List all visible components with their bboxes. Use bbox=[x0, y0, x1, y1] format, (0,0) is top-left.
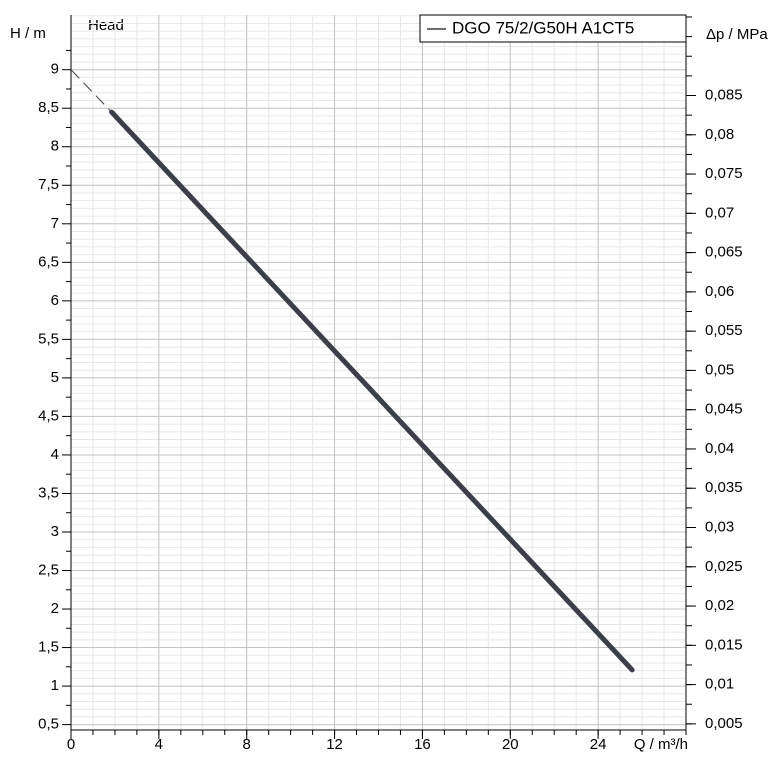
legend-label: DGO 75/2/G50H A1CT5 bbox=[452, 18, 634, 37]
y-tick-label: 6,5 bbox=[38, 253, 59, 270]
y-axis-label: H / m bbox=[10, 25, 46, 42]
series-line-extrapolated bbox=[70, 69, 112, 113]
y-tick-label: 0,5 bbox=[38, 716, 59, 733]
y-tick-label: 1 bbox=[51, 677, 59, 694]
y2-tick-label: 0,035 bbox=[705, 479, 743, 496]
y-tick-label: 8 bbox=[51, 138, 59, 155]
y2-tick-label: 0,07 bbox=[705, 204, 734, 221]
y2-tick-label: 0,03 bbox=[705, 518, 734, 535]
y2-tick-label: 0,06 bbox=[705, 283, 734, 300]
y2-tick-label: 0,04 bbox=[705, 440, 734, 457]
series-line bbox=[109, 109, 635, 673]
x-tick-label: 0 bbox=[67, 736, 75, 753]
y2-tick-label: 0,015 bbox=[705, 636, 743, 653]
legend-box bbox=[419, 14, 687, 43]
y2-tick-label: 0,085 bbox=[705, 86, 743, 103]
x-tick-label: 16 bbox=[414, 736, 431, 753]
y2-tick-label: 0,075 bbox=[705, 165, 743, 182]
x-tick-label: 4 bbox=[155, 736, 163, 753]
y2-tick-label: 0,08 bbox=[705, 126, 734, 143]
y-tick-label: 9 bbox=[51, 61, 59, 78]
y-tick-label: 7,5 bbox=[38, 176, 59, 193]
y-tick-label: 2 bbox=[51, 600, 59, 617]
y2-tick-label: 0,01 bbox=[705, 676, 734, 693]
x-tick-label: 12 bbox=[326, 736, 343, 753]
y2-tick-label: 0,045 bbox=[705, 401, 743, 418]
x-tick-label: 24 bbox=[590, 736, 607, 753]
y-tick-label: 8,5 bbox=[38, 99, 59, 116]
x-tick-label: 8 bbox=[243, 736, 251, 753]
y2-tick-label: 0,055 bbox=[705, 322, 743, 339]
y-tick-label: 4 bbox=[51, 446, 59, 463]
y2-tick-label: 0,02 bbox=[705, 597, 734, 614]
y2-tick-label: 0,065 bbox=[705, 244, 743, 261]
y2-tick-label: 0,025 bbox=[705, 558, 743, 575]
y-tick-label: 5,5 bbox=[38, 330, 59, 347]
x-axis-label: Q / m³/h bbox=[634, 736, 688, 753]
y-tick-label: 7 bbox=[51, 215, 59, 232]
y-tick-label: 6 bbox=[51, 292, 59, 309]
y2-tick-label: 0,005 bbox=[705, 715, 743, 732]
y2-axis-label: Δp / MPa bbox=[706, 26, 768, 43]
y-tick-label: 3 bbox=[51, 523, 59, 540]
x-tick-label: 20 bbox=[502, 736, 519, 753]
y-tick-label: 3,5 bbox=[38, 484, 59, 501]
y-tick-label: 5 bbox=[51, 369, 59, 386]
y-tick-label: 1,5 bbox=[38, 639, 59, 656]
y2-tick-label: 0,05 bbox=[705, 361, 734, 378]
y-tick-label: 2,5 bbox=[38, 561, 59, 578]
y-tick-label: 4,5 bbox=[38, 407, 59, 424]
